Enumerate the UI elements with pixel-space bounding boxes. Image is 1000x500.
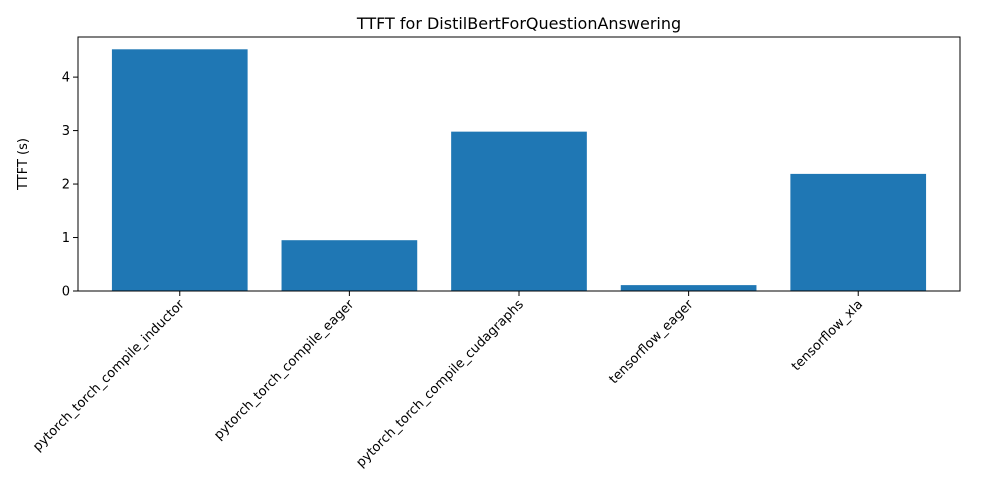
y-tick-label: 2 — [62, 178, 70, 193]
plot-frame — [77, 36, 961, 292]
y-tick-label: 1 — [62, 231, 70, 246]
y-tick-label: 3 — [62, 124, 70, 139]
bar-pytorch_torch_compile_inductor — [111, 49, 248, 291]
y-tick-label: 4 — [62, 71, 70, 86]
y-axis-label: TTFT (s) — [16, 138, 31, 191]
bar-pytorch_torch_compile_eager — [281, 240, 418, 291]
bar-pytorch_torch_compile_cudagraphs — [451, 131, 587, 291]
bar-tensorflow_xla — [790, 173, 927, 291]
y-axis-ticks: 0 1 2 3 4 — [62, 71, 78, 300]
bar-tensorflow_eager — [620, 285, 757, 291]
bars-group — [111, 49, 927, 291]
chart-title: TTFT for DistilBertForQuestionAnswering — [356, 14, 681, 33]
y-tick-label: 0 — [62, 285, 70, 300]
